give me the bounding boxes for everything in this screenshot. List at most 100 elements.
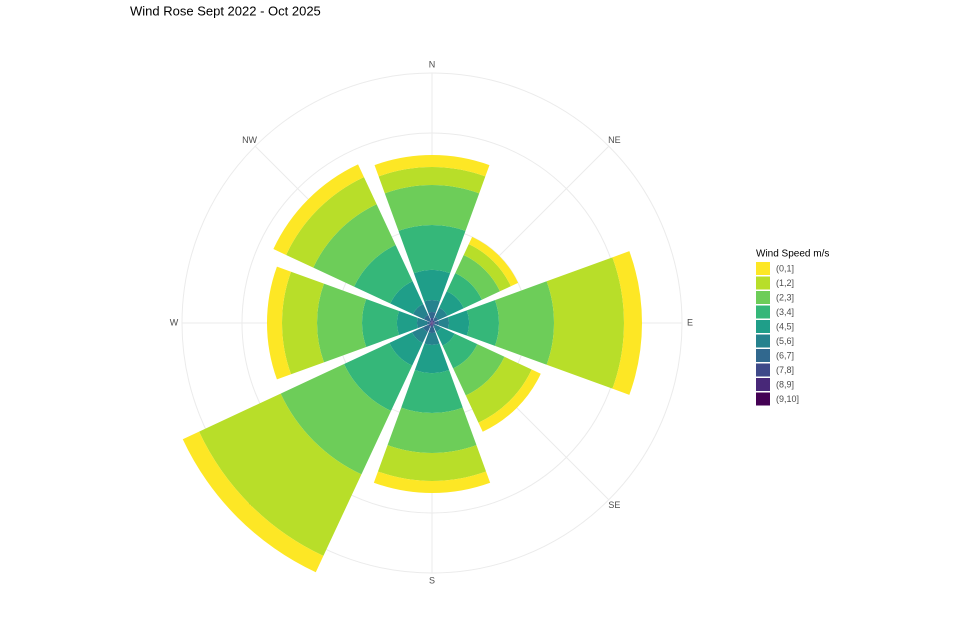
wind-segment [434, 320, 440, 326]
wind-segment [286, 177, 377, 268]
wind-segment [431, 323, 432, 324]
wind-segment [463, 244, 511, 292]
wind-segment [546, 257, 624, 389]
wind-segment [431, 323, 433, 324]
wind-segment [396, 311, 418, 335]
wind-segment [431, 322, 432, 324]
legend-label: (0,1] [776, 263, 794, 273]
wind-segment [428, 312, 436, 319]
legend-label: (8,9] [776, 379, 794, 389]
direction-label: SE [608, 500, 620, 510]
wind-segment [423, 314, 431, 322]
wind-segment [432, 323, 434, 325]
wind-segment [465, 356, 532, 423]
wind-segment [428, 326, 436, 333]
wind-segment [431, 321, 433, 323]
wind-segment [422, 324, 431, 333]
direction-label: S [429, 575, 435, 585]
wind-segment [439, 291, 464, 316]
wind-segment [390, 281, 424, 315]
legend-swatch [756, 334, 770, 348]
wind-segment [317, 283, 367, 363]
wind-segment [424, 332, 440, 345]
wind-segment [413, 270, 451, 302]
legend-swatch [756, 320, 770, 333]
wind-segment [494, 281, 555, 365]
wind-segment [453, 344, 505, 396]
wind-segment [430, 318, 434, 322]
wind-segment [612, 251, 642, 395]
wind-segment [432, 320, 435, 323]
direction-label: NW [242, 135, 257, 145]
wind-segment [412, 303, 429, 320]
legend-label: (4,5] [776, 321, 794, 331]
wind-segment [446, 273, 482, 309]
wind-segment [433, 316, 439, 322]
legend-label: (3,4] [776, 307, 794, 317]
wind-segment [447, 310, 469, 336]
wind-segment [429, 320, 432, 323]
legend-swatch [756, 305, 770, 319]
legend-swatch [756, 363, 770, 377]
legend-swatch [756, 291, 770, 304]
wind-segment [378, 166, 486, 194]
direction-label: NE [608, 135, 621, 145]
wind-segment [417, 317, 428, 329]
legend-label: (6,7] [776, 350, 794, 360]
wind-segment [354, 245, 413, 304]
wind-segment [398, 224, 466, 274]
legend-swatch [756, 276, 770, 290]
wind-segment [468, 236, 519, 287]
wind-segment [442, 333, 478, 369]
legend-swatch [756, 392, 770, 406]
chart-title: Wind Rose Sept 2022 - Oct 2025 [130, 3, 321, 18]
wind-segment [478, 369, 541, 432]
wind-segment [414, 343, 450, 373]
legend-title: Wind Speed m/s [756, 249, 829, 260]
direction-label: E [687, 317, 693, 327]
wind-segment [436, 327, 455, 346]
wind-segment [438, 317, 449, 329]
legend-label: (7,8] [776, 365, 794, 375]
wind-segment [432, 323, 433, 324]
legend-swatch [756, 262, 770, 275]
wind-segment [401, 369, 463, 413]
wind-segment [313, 204, 396, 287]
wind-segment [377, 445, 487, 482]
wind-segment [432, 322, 434, 324]
wind-segment [428, 323, 432, 327]
wind-segment [430, 323, 432, 325]
wind-segment [431, 323, 433, 326]
wind-segment [362, 299, 400, 347]
wind-segment [267, 266, 292, 380]
wind-segment [280, 363, 392, 475]
wind-segment [389, 332, 423, 366]
wind-segment [432, 323, 436, 327]
wind-segment [431, 321, 433, 323]
wind-segment [466, 300, 499, 346]
wind-segment [384, 185, 480, 231]
legend-label: (2,3] [776, 292, 794, 302]
wind-segment [430, 322, 432, 324]
wind-segment [431, 322, 432, 323]
direction-label: N [429, 59, 436, 69]
wind-segment [433, 324, 442, 333]
legend-swatch [756, 378, 770, 391]
legend-label: (5,6] [776, 336, 794, 346]
wind-segment [432, 322, 433, 323]
wind-segment [412, 327, 428, 343]
legend-label: (1,2] [776, 278, 794, 288]
wind-segment [387, 407, 477, 453]
wind-segment [273, 164, 364, 255]
wind-segment [373, 471, 491, 494]
legend-label: (9,10] [776, 394, 799, 404]
wind-segment [427, 321, 431, 325]
wind-segment [455, 255, 500, 300]
wind-segment [282, 271, 324, 375]
wind-segment [344, 342, 413, 411]
wind-segment [434, 307, 448, 321]
wind-segment [424, 300, 440, 313]
wind-segment [374, 155, 490, 177]
wind-segment [432, 321, 435, 325]
wind-segment [199, 393, 362, 556]
